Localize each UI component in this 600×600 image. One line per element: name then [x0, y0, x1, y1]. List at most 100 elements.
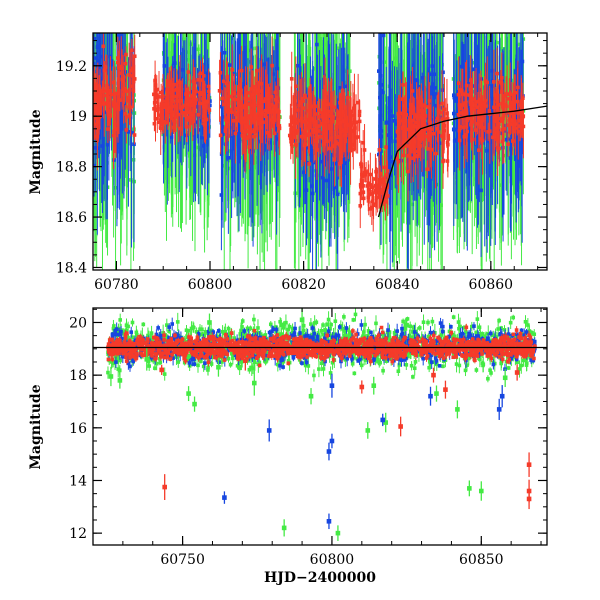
red-data-point — [477, 148, 481, 152]
red-data-point — [511, 114, 516, 119]
red-data-point — [249, 118, 254, 123]
red-data-point — [166, 102, 170, 106]
red-data-point — [395, 129, 400, 134]
green-data-point — [389, 100, 394, 105]
red-data-point — [344, 133, 348, 138]
red-data-point — [425, 167, 430, 172]
blue-data-point — [205, 125, 210, 130]
red-data-point — [358, 204, 363, 208]
red-data-point — [445, 117, 450, 121]
red-data-point — [422, 129, 426, 133]
red-data-point — [330, 136, 334, 140]
blue-data-point — [204, 85, 208, 90]
green-data-point — [96, 21, 100, 25]
red-data-point — [497, 146, 501, 151]
top-x-tick-labels: 60780 60800 60820 60840 60860 — [94, 277, 513, 293]
red-data-point — [345, 95, 350, 100]
red-data-point — [300, 116, 304, 121]
red-data-point — [223, 129, 228, 134]
red-data-point — [318, 134, 323, 139]
red-data-point — [243, 120, 247, 124]
red-data-point — [371, 203, 376, 208]
red-data-point — [412, 124, 417, 129]
red-data-point — [508, 122, 513, 126]
red-data-point — [244, 124, 248, 129]
red-data-point — [167, 83, 172, 88]
blue-data-point — [486, 139, 491, 143]
red-data-point — [506, 142, 510, 146]
blue-data-point — [387, 120, 391, 125]
red-data-point — [267, 134, 271, 138]
red-data-point — [201, 90, 205, 95]
red-data-point — [440, 101, 444, 106]
red-data-point — [117, 98, 121, 102]
red-data-point — [158, 113, 163, 118]
red-data-point — [188, 99, 193, 104]
red-data-point — [161, 119, 166, 124]
blue-data-point — [437, 141, 442, 145]
blue-data-point — [180, 84, 184, 88]
red-data-point — [132, 133, 137, 137]
red-data-point — [95, 134, 100, 139]
red-data-point — [256, 101, 261, 105]
blue-data-point — [263, 62, 267, 67]
red-data-point — [265, 130, 270, 135]
red-data-point — [248, 115, 253, 119]
red-data-point — [273, 98, 278, 102]
blue-data-point — [504, 137, 509, 142]
red-data-point — [238, 104, 243, 108]
red-data-point — [338, 162, 342, 166]
red-data-point — [254, 68, 259, 73]
red-data-point — [363, 172, 368, 177]
red-data-point — [512, 102, 517, 106]
green-data-point — [391, 138, 395, 143]
red-data-point — [377, 180, 381, 184]
red-data-point — [417, 137, 422, 142]
red-data-point — [93, 96, 96, 101]
red-data-point — [292, 114, 296, 119]
red-data-point — [204, 117, 209, 122]
red-data-point — [378, 171, 383, 176]
blue-data-point — [381, 90, 385, 95]
blue-data-point — [479, 188, 483, 193]
red-data-point — [102, 68, 107, 73]
red-data-point — [417, 100, 422, 104]
blue-data-point — [304, 188, 309, 192]
x-tick-label: 60840 — [375, 277, 420, 293]
red-data-point — [273, 90, 277, 95]
red-data-point — [200, 101, 204, 106]
red-data-point — [113, 122, 117, 127]
red-data-point — [502, 127, 506, 131]
blue-data-point — [433, 140, 437, 145]
red-data-point — [359, 178, 364, 183]
red-data-point — [250, 93, 255, 97]
red-data-point — [333, 140, 338, 144]
red-data-point — [401, 97, 405, 101]
red-data-point — [170, 94, 175, 99]
red-data-point — [97, 102, 102, 106]
green-data-point — [400, 161, 404, 166]
red-data-point — [231, 97, 236, 102]
red-data-point — [263, 108, 268, 113]
red-data-point — [465, 129, 469, 134]
green-data-point — [381, 157, 386, 161]
red-data-point — [293, 142, 298, 147]
green-data-point — [410, 202, 414, 207]
blue-data-point — [410, 86, 414, 91]
red-data-point — [202, 100, 207, 105]
red-data-point — [237, 86, 242, 91]
red-data-point — [311, 117, 315, 121]
red-data-point — [322, 141, 327, 146]
red-data-point — [165, 108, 170, 112]
red-data-point — [94, 116, 99, 120]
red-data-point — [309, 104, 313, 109]
red-data-point — [239, 120, 244, 125]
green-data-point — [424, 80, 429, 85]
red-data-point — [337, 134, 342, 139]
red-data-point — [198, 71, 203, 76]
red-data-point — [296, 108, 300, 112]
green-data-point — [495, 40, 499, 45]
red-data-point — [315, 136, 320, 140]
red-data-point — [153, 93, 158, 98]
red-data-point — [172, 104, 177, 109]
